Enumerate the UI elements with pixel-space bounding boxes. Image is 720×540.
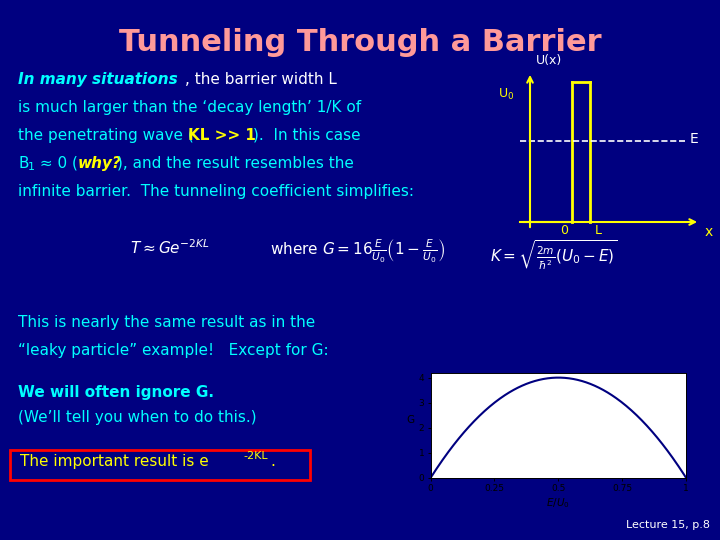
Text: 1: 1 xyxy=(28,162,35,172)
Text: $K = \sqrt{\frac{2m}{\hbar^2}(U_0 - E)}$: $K = \sqrt{\frac{2m}{\hbar^2}(U_0 - E)}$ xyxy=(490,238,618,271)
Text: ), and the result resembles the: ), and the result resembles the xyxy=(117,156,354,171)
Text: x: x xyxy=(705,225,714,239)
Text: Tunneling Through a Barrier: Tunneling Through a Barrier xyxy=(119,28,601,57)
Text: infinite barrier.  The tunneling coefficient simplifies:: infinite barrier. The tunneling coeffici… xyxy=(18,184,414,199)
Text: why?: why? xyxy=(78,156,122,171)
Text: 0: 0 xyxy=(560,224,568,237)
Text: This is nearly the same result as in the: This is nearly the same result as in the xyxy=(18,315,315,330)
Text: the penetrating wave (: the penetrating wave ( xyxy=(18,128,194,143)
Text: $T \approx Ge^{-2KL}$: $T \approx Ge^{-2KL}$ xyxy=(130,238,210,256)
Y-axis label: G: G xyxy=(406,415,414,426)
Text: U(x): U(x) xyxy=(536,54,562,67)
Text: The important result is e: The important result is e xyxy=(20,454,209,469)
Text: .: . xyxy=(270,454,275,469)
Text: (We’ll tell you when to do this.): (We’ll tell you when to do this.) xyxy=(18,410,256,425)
Text: where $G = 16\frac{E}{U_0}\left(1-\frac{E}{U_0}\right)$: where $G = 16\frac{E}{U_0}\left(1-\frac{… xyxy=(270,238,445,266)
Text: E: E xyxy=(690,132,698,146)
Text: , the barrier width L: , the barrier width L xyxy=(185,72,337,87)
Text: KL >> 1: KL >> 1 xyxy=(188,128,256,143)
Text: U$_0$: U$_0$ xyxy=(498,87,514,102)
Text: In many situations: In many situations xyxy=(18,72,178,87)
Text: is much larger than the ‘decay length’ 1/K of: is much larger than the ‘decay length’ 1… xyxy=(18,100,361,115)
Text: -2KL: -2KL xyxy=(243,451,268,461)
Text: L: L xyxy=(595,224,601,237)
X-axis label: $E/U_0$: $E/U_0$ xyxy=(546,496,570,510)
Text: Lecture 15, p.8: Lecture 15, p.8 xyxy=(626,520,710,530)
Text: ).  In this case: ). In this case xyxy=(253,128,361,143)
Text: B: B xyxy=(18,156,29,171)
Text: “leaky particle” example!   Except for G:: “leaky particle” example! Except for G: xyxy=(18,343,328,358)
Bar xyxy=(10,450,310,480)
Text: ≈ 0 (: ≈ 0 ( xyxy=(35,156,78,171)
Text: We will often ignore G.: We will often ignore G. xyxy=(18,385,214,400)
